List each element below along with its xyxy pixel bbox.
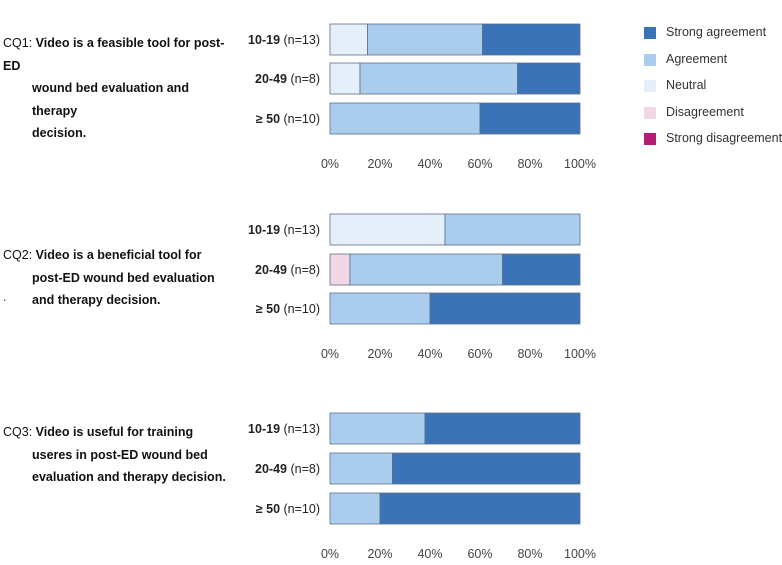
category-n: (n=8): [287, 72, 320, 86]
question-text-line1: Video is a feasible tool for post-ED: [3, 36, 225, 73]
bar-segment-agreement: [329, 492, 381, 525]
legend-label: Strong agreement: [666, 25, 767, 39]
category-n: (n=13): [280, 223, 320, 237]
x-tick-label: 20%: [367, 347, 392, 361]
legend-swatch: [644, 133, 656, 145]
x-tick-label: 100%: [564, 347, 596, 361]
question-text-line1: Video is a beneficial tool for: [35, 248, 202, 262]
stray-mark: .: [3, 290, 7, 304]
x-tick-label: 60%: [467, 157, 492, 171]
bar-segment-strong-agreement: [392, 452, 581, 485]
bar-segment-neutral: [329, 213, 446, 246]
category-range: ≥ 50: [256, 302, 280, 316]
bar-segment-strong-agreement: [482, 23, 581, 56]
x-tick-label: 40%: [417, 157, 442, 171]
category-label: 20-49 (n=8): [255, 72, 320, 86]
category-label: 20-49 (n=8): [255, 462, 320, 476]
legend-label: Neutral: [666, 78, 707, 92]
category-range: 20-49: [255, 263, 287, 277]
chart-cq1: 10-19 (n=13) 20-49 (n=8) ≥ 50 (n=10) 0% 20% 4…: [248, 23, 596, 171]
x-tick-label: 40%: [417, 347, 442, 361]
bar-segment-agreement: [329, 102, 481, 135]
bar-segment-agreement: [329, 412, 426, 445]
bar-segment-strong-agreement: [429, 292, 581, 325]
category-label: ≥ 50 (n=10): [256, 502, 320, 516]
legend-swatch: [644, 27, 656, 39]
x-tick-label: 0%: [321, 547, 339, 561]
question-cq1: CQ1: Video is a feasible tool for post-E…: [3, 32, 233, 145]
bar-segment-strong-agreement: [479, 102, 581, 135]
legend-label: Strong disagreement: [666, 131, 782, 145]
bar-segment-strong-agreement: [379, 492, 581, 525]
question-id: CQ3:: [3, 425, 33, 439]
bar-segment-agreement: [349, 253, 503, 286]
chart-cq3: 10-19 (n=13) 20-49 (n=8) ≥ 50 (n=10) 0% 20% 4…: [248, 412, 596, 561]
question-cq3: CQ3: Video is useful for training useres…: [3, 421, 233, 489]
category-range: 20-49: [255, 72, 287, 86]
legend-swatch: [644, 80, 656, 92]
x-tick-label: 20%: [367, 157, 392, 171]
legend-swatch: [644, 106, 656, 119]
category-n: (n=13): [280, 422, 320, 436]
category-n: (n=8): [287, 462, 320, 476]
question-cq2: CQ2: Video is a beneficial tool for post…: [3, 244, 233, 312]
bar-segment-agreement: [444, 213, 581, 246]
category-range: ≥ 50: [256, 112, 280, 126]
bar-segment-agreement: [329, 292, 431, 325]
bar-segment-agreement: [367, 23, 483, 56]
category-range: 10-19: [248, 223, 280, 237]
bar-segment-strong-agreement: [517, 62, 581, 95]
x-tick-label: 80%: [517, 347, 542, 361]
category-n: (n=10): [280, 112, 320, 126]
category-range: 10-19: [248, 422, 280, 436]
x-tick-label: 100%: [564, 157, 596, 171]
x-tick-label: 80%: [517, 157, 542, 171]
legend-label: Agreement: [666, 51, 728, 66]
question-id: CQ1:: [3, 36, 33, 50]
category-label: ≥ 50 (n=10): [256, 302, 320, 316]
x-tick-label: 80%: [517, 547, 542, 561]
legend-swatch: [644, 53, 656, 66]
question-text-line1: Video is useful for training: [35, 425, 194, 439]
category-range: 20-49: [255, 462, 287, 476]
category-range: 10-19: [248, 33, 280, 47]
category-n: (n=10): [280, 502, 320, 516]
category-label: 20-49 (n=8): [255, 263, 320, 277]
category-n: (n=13): [280, 33, 320, 47]
bar-segment-agreement: [329, 452, 393, 485]
category-n: (n=8): [287, 263, 320, 277]
question-text-line2: post-ED wound bed evaluation: [32, 270, 215, 285]
bar-segment-neutral: [329, 62, 361, 95]
question-text-line2: wound bed evaluation and therapy: [32, 81, 189, 118]
question-text-line3: decision.: [32, 126, 87, 140]
category-n: (n=10): [280, 302, 320, 316]
x-tick-label: 60%: [467, 547, 492, 561]
category-range: ≥ 50: [256, 502, 280, 516]
question-text-line2: useres in post-ED wound bed: [32, 447, 208, 462]
x-tick-label: 0%: [321, 347, 339, 361]
bar-segment-neutral: [329, 23, 368, 56]
category-label: 10-19 (n=13): [248, 422, 320, 436]
bar-segment-strong-agreement: [502, 253, 581, 286]
question-id: CQ2:: [3, 248, 33, 262]
chart-cq2: 10-19 (n=13) 20-49 (n=8) ≥ 50 (n=10) 0% 20% 4…: [248, 213, 596, 361]
category-label: ≥ 50 (n=10): [256, 112, 320, 126]
x-tick-label: 0%: [321, 157, 339, 171]
category-label: 10-19 (n=13): [248, 223, 320, 237]
question-text-line3: and therapy decision.: [32, 293, 161, 307]
category-label: 10-19 (n=13): [248, 33, 320, 47]
x-tick-label: 20%: [367, 547, 392, 561]
bar-segment-disagreement: [329, 253, 351, 286]
bar-segment-agreement: [359, 62, 518, 95]
question-text-line3: evaluation and therapy decision.: [32, 470, 226, 484]
x-tick-label: 40%: [417, 547, 442, 561]
legend-label: Disagreement: [666, 104, 744, 119]
bar-segment-strong-agreement: [424, 412, 581, 445]
x-tick-label: 60%: [467, 347, 492, 361]
x-tick-label: 100%: [564, 547, 596, 561]
